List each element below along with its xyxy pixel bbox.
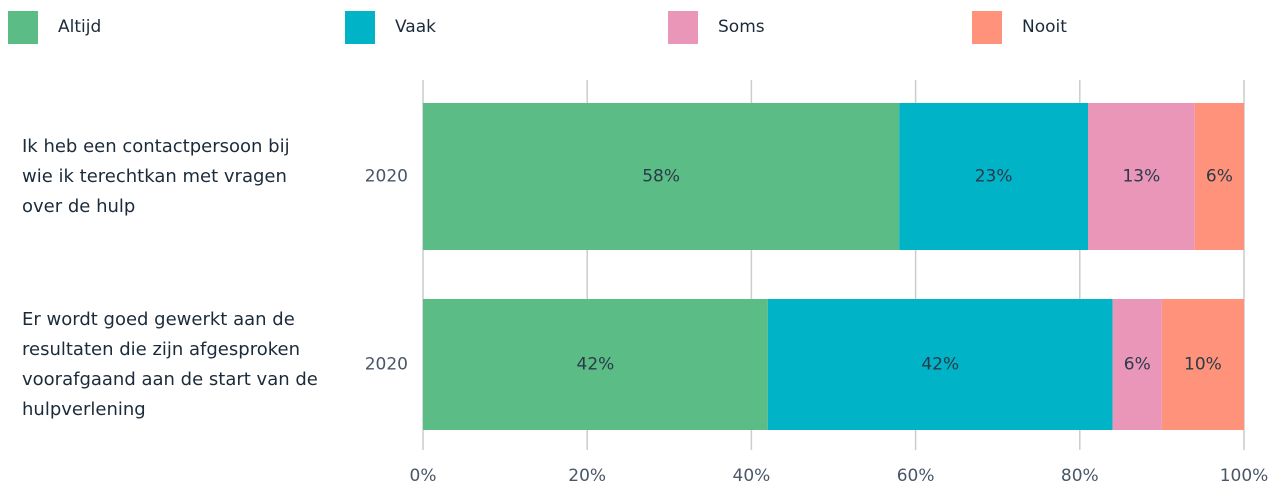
value-label: 42%	[921, 355, 959, 375]
x-tick-label: 100%	[1220, 466, 1269, 486]
category-label: Er wordt goed gewerkt aan de resultaten …	[22, 308, 318, 420]
legend-label: Altijd	[58, 17, 101, 37]
value-label: 42%	[577, 355, 615, 375]
subcategory-label: 2020	[365, 355, 408, 375]
legend-label: Vaak	[395, 17, 436, 37]
legend-label: Soms	[718, 17, 765, 37]
bar-segment	[767, 299, 1113, 430]
legend-swatch	[972, 11, 1002, 44]
x-tick-label: 60%	[897, 466, 935, 486]
bar-segment	[1112, 299, 1162, 430]
x-tick-label: 80%	[1061, 466, 1099, 486]
bar-segment	[1161, 299, 1244, 430]
bar-segment	[899, 103, 1089, 250]
value-label: 23%	[975, 167, 1013, 187]
legend-swatch	[668, 11, 698, 44]
bar-segment	[423, 299, 768, 430]
legend-swatch	[345, 11, 375, 44]
value-label: 13%	[1122, 167, 1160, 187]
x-tick-label: 0%	[410, 466, 437, 486]
bar-segment	[1194, 103, 1244, 250]
category-label: Ik heb een contactpersoon bij wie ik ter…	[22, 135, 290, 217]
x-tick-label: 20%	[568, 466, 606, 486]
value-label: 10%	[1184, 355, 1222, 375]
bar-segment	[1088, 103, 1195, 250]
value-label: 6%	[1124, 355, 1151, 375]
legend-label: Nooit	[1022, 17, 1067, 37]
subcategory-label: 2020	[365, 167, 408, 187]
x-tick-label: 40%	[733, 466, 771, 486]
value-label: 6%	[1206, 167, 1233, 187]
value-label: 58%	[642, 167, 680, 187]
legend-swatch	[8, 11, 38, 44]
bar-segment	[423, 103, 900, 250]
